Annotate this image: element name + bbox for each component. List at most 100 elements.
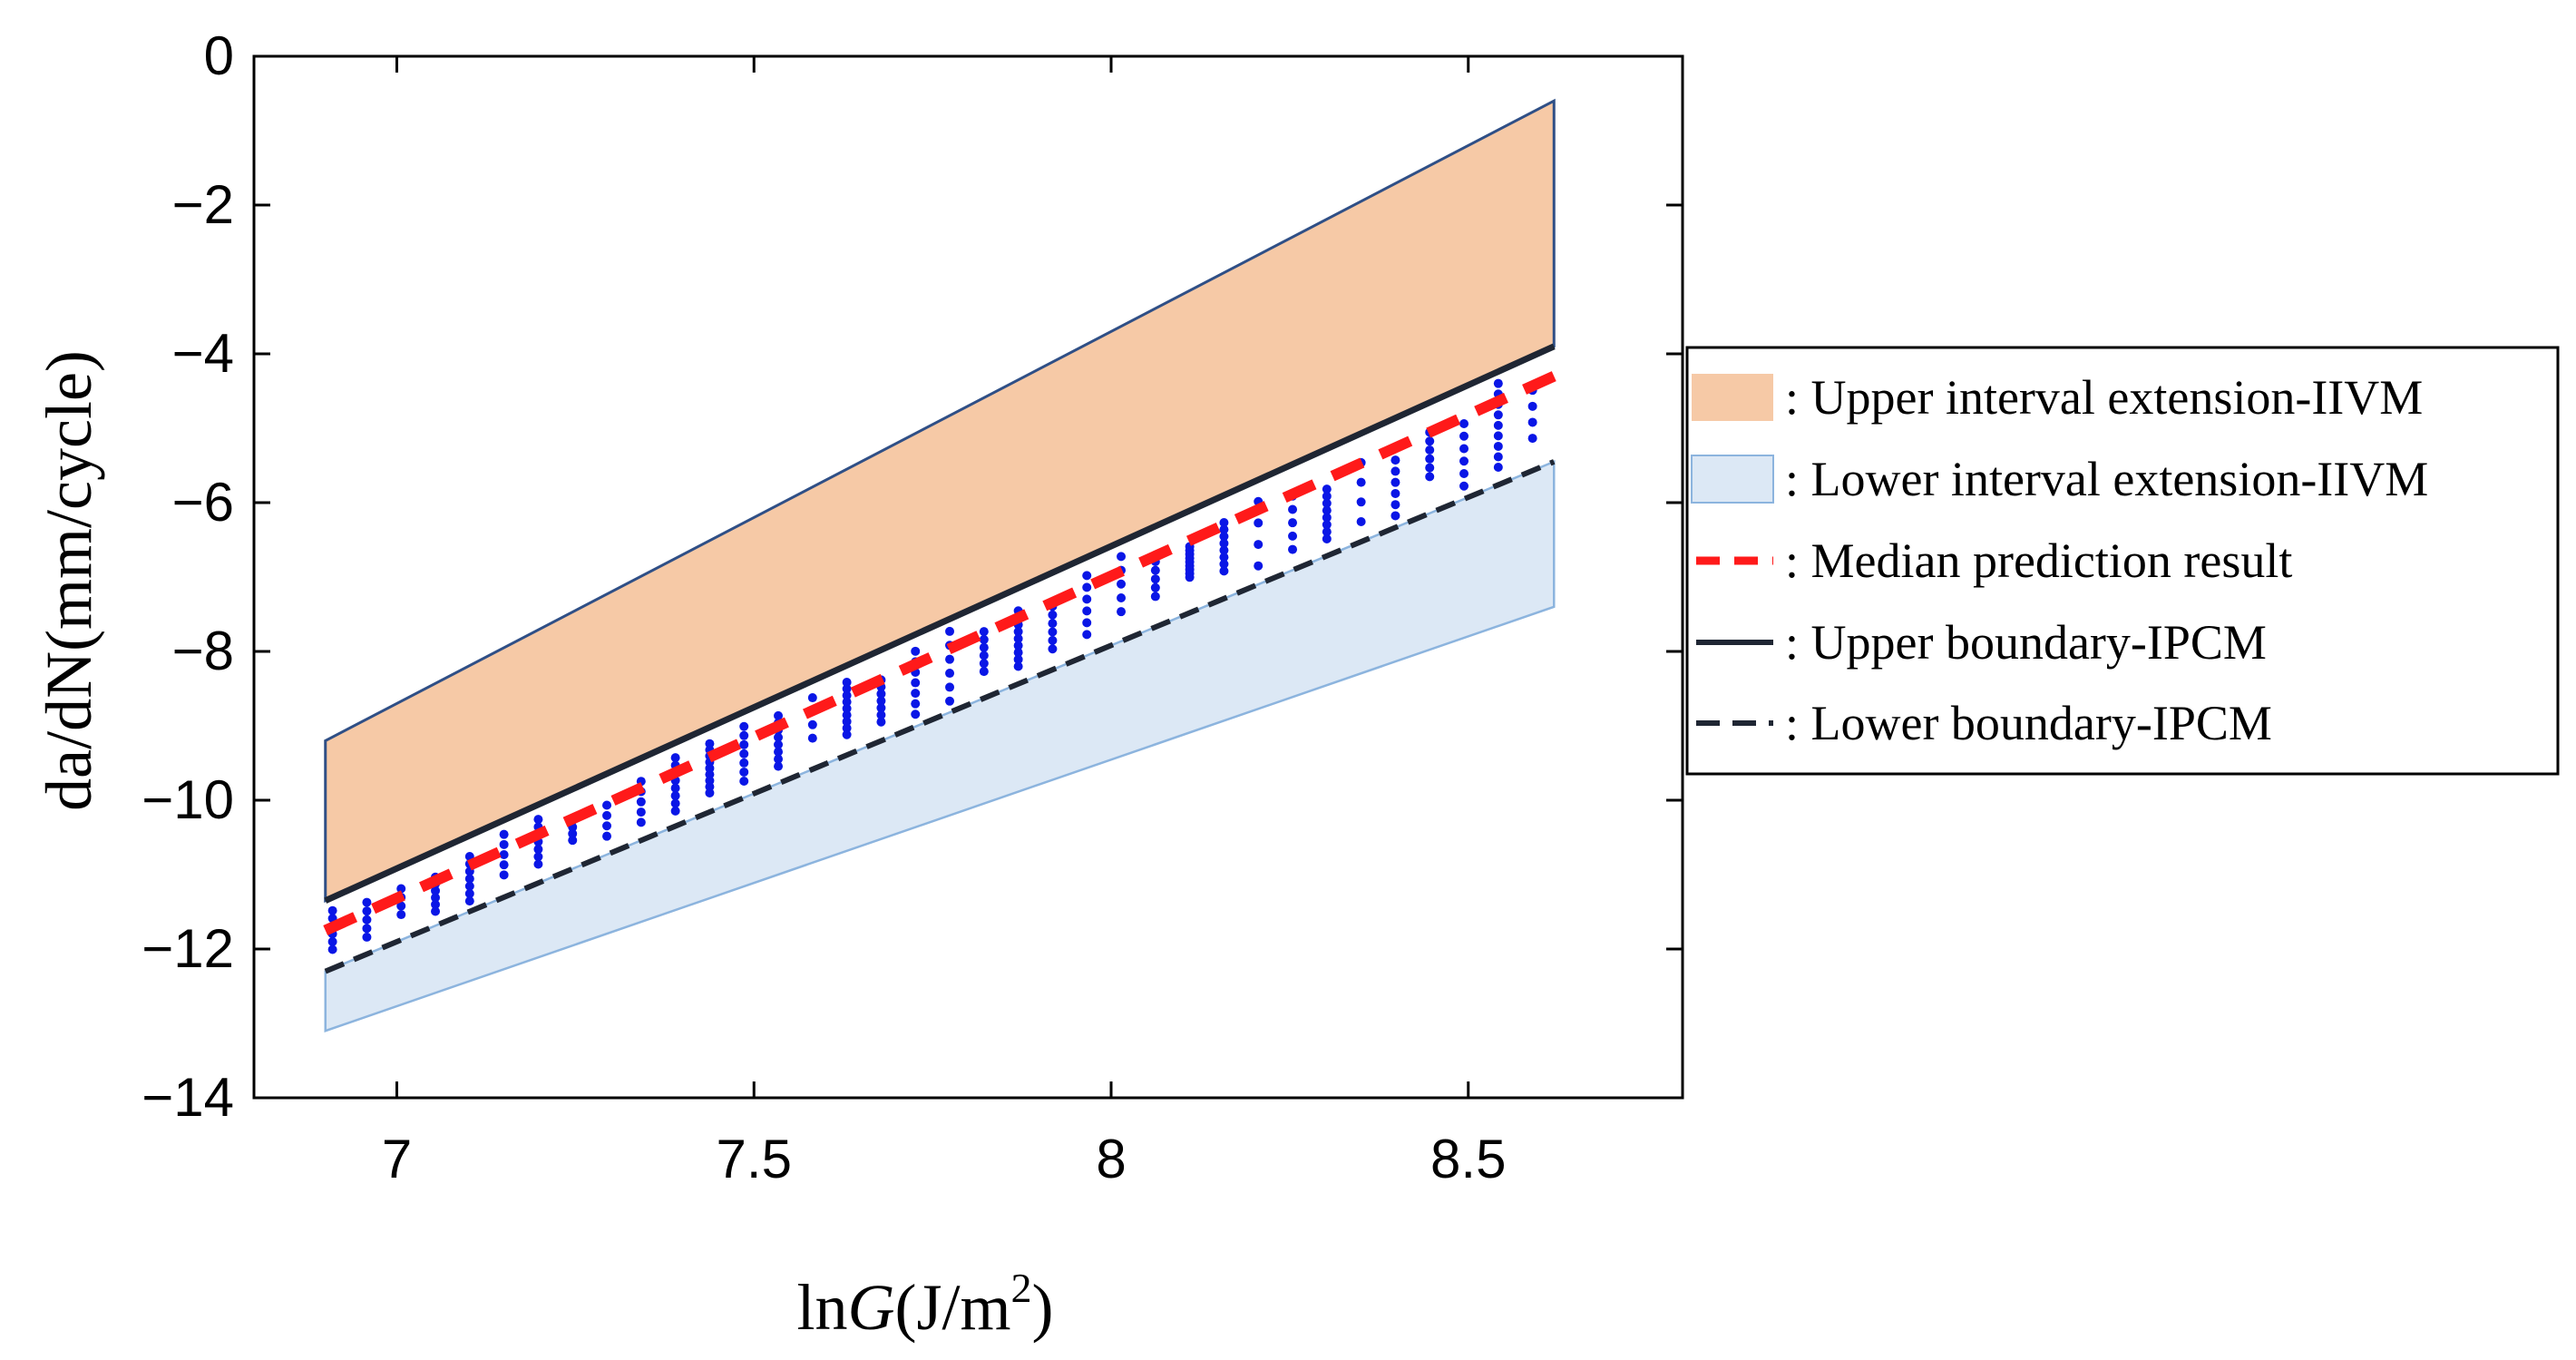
scatter-point <box>1219 538 1229 548</box>
scatter-point <box>1322 527 1332 537</box>
scatter-point <box>1082 606 1092 616</box>
x-tick-label: 8.5 <box>1430 1129 1506 1189</box>
scatter-point <box>945 682 955 692</box>
scatter-point <box>1288 531 1298 541</box>
scatter-point <box>1527 434 1537 444</box>
scatter-point <box>1117 592 1127 602</box>
x-tick-label: 8 <box>1096 1129 1126 1189</box>
scatter-point <box>602 800 612 810</box>
scatter-point <box>431 899 441 909</box>
scatter-point <box>1322 520 1332 530</box>
y-tick-label: −6 <box>172 472 234 533</box>
scatter-point <box>774 754 784 764</box>
scatter-point <box>1459 444 1469 454</box>
scatter-point <box>499 839 509 849</box>
x-tick-label: 7 <box>382 1129 412 1189</box>
scatter-point <box>1013 641 1023 651</box>
scatter-point <box>1219 524 1229 534</box>
scatter-point <box>1356 477 1366 487</box>
scatter-point <box>1082 582 1092 592</box>
scatter-point <box>568 828 578 838</box>
scatter-point <box>670 753 680 763</box>
scatter-point <box>979 659 989 669</box>
interval-bands <box>324 98 1556 1032</box>
scatter-point <box>636 807 646 817</box>
x-axis-label: lnG(J/m2) <box>796 1265 1053 1344</box>
scatter-point <box>1150 574 1160 584</box>
scatter-point <box>396 910 406 920</box>
scatter-point <box>1493 441 1503 451</box>
scatter-point <box>1082 571 1092 581</box>
scatter-point <box>1254 518 1264 528</box>
scatter-point <box>1288 504 1298 514</box>
scatter-point <box>1493 463 1503 473</box>
scatter-point <box>1322 505 1332 515</box>
scatter-point <box>1219 553 1229 563</box>
y-tick-label: −10 <box>141 769 234 830</box>
scatter-point <box>1459 431 1469 441</box>
scatter-point <box>739 730 749 740</box>
scatter-point <box>533 852 543 862</box>
y-tick-label: −2 <box>172 174 234 235</box>
scatter-point <box>1425 463 1435 473</box>
legend-label: : Lower boundary-IPCM <box>1785 696 2272 750</box>
scatter-point <box>1048 644 1058 654</box>
scatter-point <box>1082 618 1092 628</box>
scatter-point <box>1493 410 1503 420</box>
scatter-point <box>464 881 474 891</box>
scatter-point <box>1013 633 1023 643</box>
scatter-point <box>876 696 886 706</box>
scatter-point <box>1048 635 1058 645</box>
scatter-point <box>1048 610 1058 620</box>
scatter-point <box>911 678 921 688</box>
scatter-point <box>1013 654 1023 664</box>
legend-box <box>1685 346 2560 776</box>
plot-frame <box>252 54 1684 1100</box>
scatter-point <box>1356 516 1366 526</box>
legend-swatch-upper <box>1692 374 1773 421</box>
scatter-point <box>1527 401 1537 411</box>
scatter-point <box>499 850 509 860</box>
scatter-point <box>774 710 784 720</box>
scatter-point <box>774 739 784 749</box>
scatter-point <box>1425 472 1435 482</box>
legend-item: : Upper boundary-IPCM <box>1696 615 2267 670</box>
scatter-point <box>1425 436 1435 446</box>
legend-swatch-lower <box>1691 455 1774 504</box>
scatter-point <box>431 893 441 903</box>
scatter-point <box>1219 532 1229 542</box>
scatter-point <box>842 697 852 707</box>
scatter-point <box>1082 630 1092 640</box>
scatter-point <box>499 829 509 839</box>
scatter-point <box>1356 497 1366 507</box>
scatter-point <box>362 924 372 934</box>
scatter-point <box>1117 579 1127 589</box>
scatter-point <box>945 696 955 706</box>
scatter-point <box>739 739 749 749</box>
scatter-point <box>807 693 817 703</box>
scatter-point <box>774 732 784 742</box>
scatter-point <box>842 729 852 739</box>
scatter-point <box>1117 607 1127 617</box>
scatter-point <box>739 758 749 768</box>
legend-item: : Lower interval extension-IIVM <box>1691 452 2428 506</box>
scatter-point <box>1219 517 1229 527</box>
scatter-point <box>396 901 406 911</box>
scatter-point <box>979 642 989 652</box>
scatter-point <box>602 810 612 820</box>
scatter-point <box>1390 511 1400 521</box>
scatter-point <box>842 678 852 688</box>
scatter-point <box>876 689 886 699</box>
scatter-point <box>396 884 406 894</box>
scatter-point <box>670 798 680 808</box>
scatter-point <box>533 859 543 869</box>
axis-ticks: 7 7.5 8 8.5 0 −2 −4 −6 −8 −10 −12 −14 <box>141 25 1683 1189</box>
scatter-point <box>1527 417 1537 427</box>
upper-boundary-line <box>324 343 1556 904</box>
scatter-point <box>327 936 337 946</box>
scatter-point <box>362 906 372 916</box>
scatter-point <box>911 689 921 699</box>
scatter-point <box>1150 592 1160 602</box>
scatter-point <box>1322 533 1332 543</box>
scatter-point <box>533 845 543 855</box>
